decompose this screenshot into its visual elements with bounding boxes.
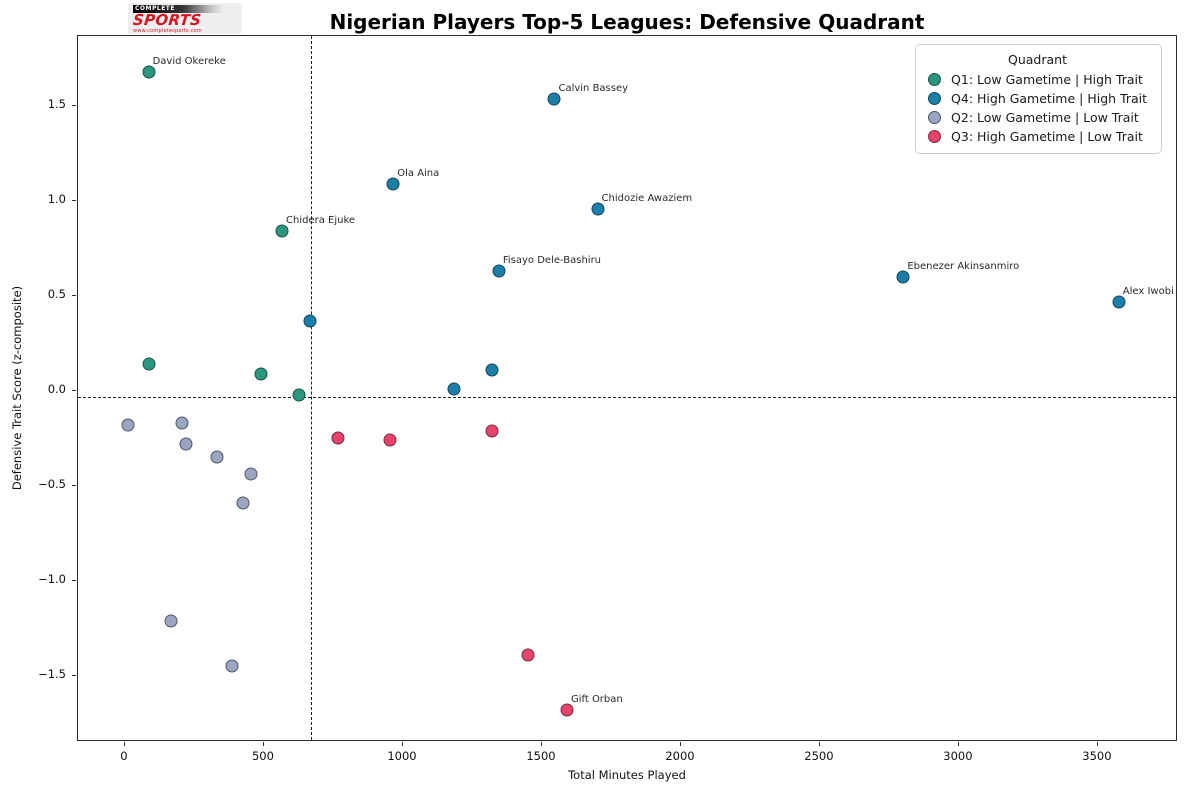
legend-entry-label: Q4: High Gametime | High Trait [951,91,1147,106]
legend-title: Quadrant [1008,52,1067,67]
scatter-point [521,648,535,662]
scatter-point [210,450,224,464]
point-label: Alex Iwobi [1122,285,1174,297]
scatter-point [175,416,189,430]
legend-entry: Q3: High Gametime | Low Trait [928,129,1147,144]
scatter-point [225,659,239,673]
y-tick-mark [72,200,76,202]
scatter-point [386,177,400,191]
gametime-threshold-line [310,36,312,740]
x-tick-mark [679,742,681,746]
x-tick-mark [262,742,264,746]
scatter-point [121,418,135,432]
scatter-point [142,65,156,79]
y-tick-label: 1.5 [47,97,66,112]
y-tick-mark [72,674,76,676]
x-tick-mark [818,742,820,746]
y-tick-mark [72,389,76,391]
scatter-point [164,614,178,628]
x-tick-label: 0 [120,749,128,763]
y-tick-mark [72,105,76,107]
scatter-point [275,224,289,238]
point-label: Fisayo Dele-Bashiru [502,255,602,267]
x-tick-mark [401,742,403,746]
y-tick-mark [72,484,76,486]
x-tick-label: 500 [251,749,274,763]
scatter-point [236,496,250,510]
legend-entry-label: Q3: High Gametime | Low Trait [951,129,1143,144]
scatter-point [896,270,910,284]
scatter-point [485,363,499,377]
scatter-point [492,264,506,278]
y-tick-mark [72,579,76,581]
legend: Quadrant Q1: Low Gametime | High Trait Q4… [915,44,1162,154]
legend-entry: Q4: High Gametime | High Trait [928,91,1147,106]
scatter-point [591,202,605,216]
scatter-point [254,367,268,381]
x-tick-mark [957,742,959,746]
scatter-point [303,314,317,328]
scatter-point [547,92,561,106]
legend-marker-icon [928,92,942,105]
y-tick-label: −1.0 [38,571,66,586]
point-label: Chidozie Awaziem [601,192,693,204]
y-axis-label: Defensive Trait Score (z-composite) [10,285,24,491]
x-tick-mark [1096,742,1098,746]
scatter-point [383,433,397,447]
point-label: Gift Orban [570,693,623,705]
point-label: Calvin Bassey [558,82,629,94]
point-label: Chidera Ejuke [286,215,356,227]
chart-title: Nigerian Players Top-5 Leagues: Defensiv… [329,10,925,34]
legend-entry-label: Q1: Low Gametime | High Trait [951,72,1143,87]
x-axis-label: Total Minutes Played [568,768,686,782]
scatter-point [1112,295,1126,309]
x-tick-label: 3000 [943,749,973,763]
scatter-point [292,388,306,402]
plot-area: David Okereke Chidera Ejuke Ola Aina Fisayo… [77,35,1177,741]
x-tick-label: 2500 [804,749,834,763]
y-tick-label: 1.0 [47,192,66,207]
x-tick-label: 1500 [526,749,556,763]
point-label: Ebenezer Akinsanmiro [907,261,1020,273]
y-tick-label: 0.0 [47,381,66,396]
legend-entries: Q1: Low Gametime | High Trait Q4: High Ga… [928,72,1147,144]
x-tick-label: 1000 [387,749,417,763]
logo-url: www.completesports.com [133,28,202,34]
y-tick-label: 0.5 [47,287,66,301]
logo-complete-text: COMPLETE [133,5,224,13]
scatter-point [485,424,499,438]
x-tick-mark [123,742,125,746]
y-tick-mark [72,295,76,296]
legend-marker-icon [928,73,942,86]
scatter-point [179,437,193,451]
legend-entry-label: Q2: Low Gametime | Low Trait [951,110,1139,125]
x-tick-label: 2000 [665,749,695,763]
trait-threshold-line [78,396,1176,398]
legend-marker-icon [928,130,942,143]
legend-entry: Q1: Low Gametime | High Trait [928,72,1147,87]
x-tick-mark [540,742,542,746]
scatter-point [331,431,345,445]
scatter-point [447,382,461,396]
scatter-point [244,467,258,481]
x-tick-label: 3500 [1082,749,1112,763]
scatter-point [142,357,156,371]
legend-marker-icon [928,111,942,124]
completesports-logo: COMPLETE SPORTS www.completesports.com [128,3,242,34]
y-tick-label: −0.5 [38,476,66,491]
point-label: Ola Aina [397,168,440,180]
scatter-point [560,703,574,717]
legend-entry: Q2: Low Gametime | Low Trait [928,110,1147,125]
point-label: David Okereke [152,56,226,68]
y-tick-label: −1.5 [38,666,66,681]
